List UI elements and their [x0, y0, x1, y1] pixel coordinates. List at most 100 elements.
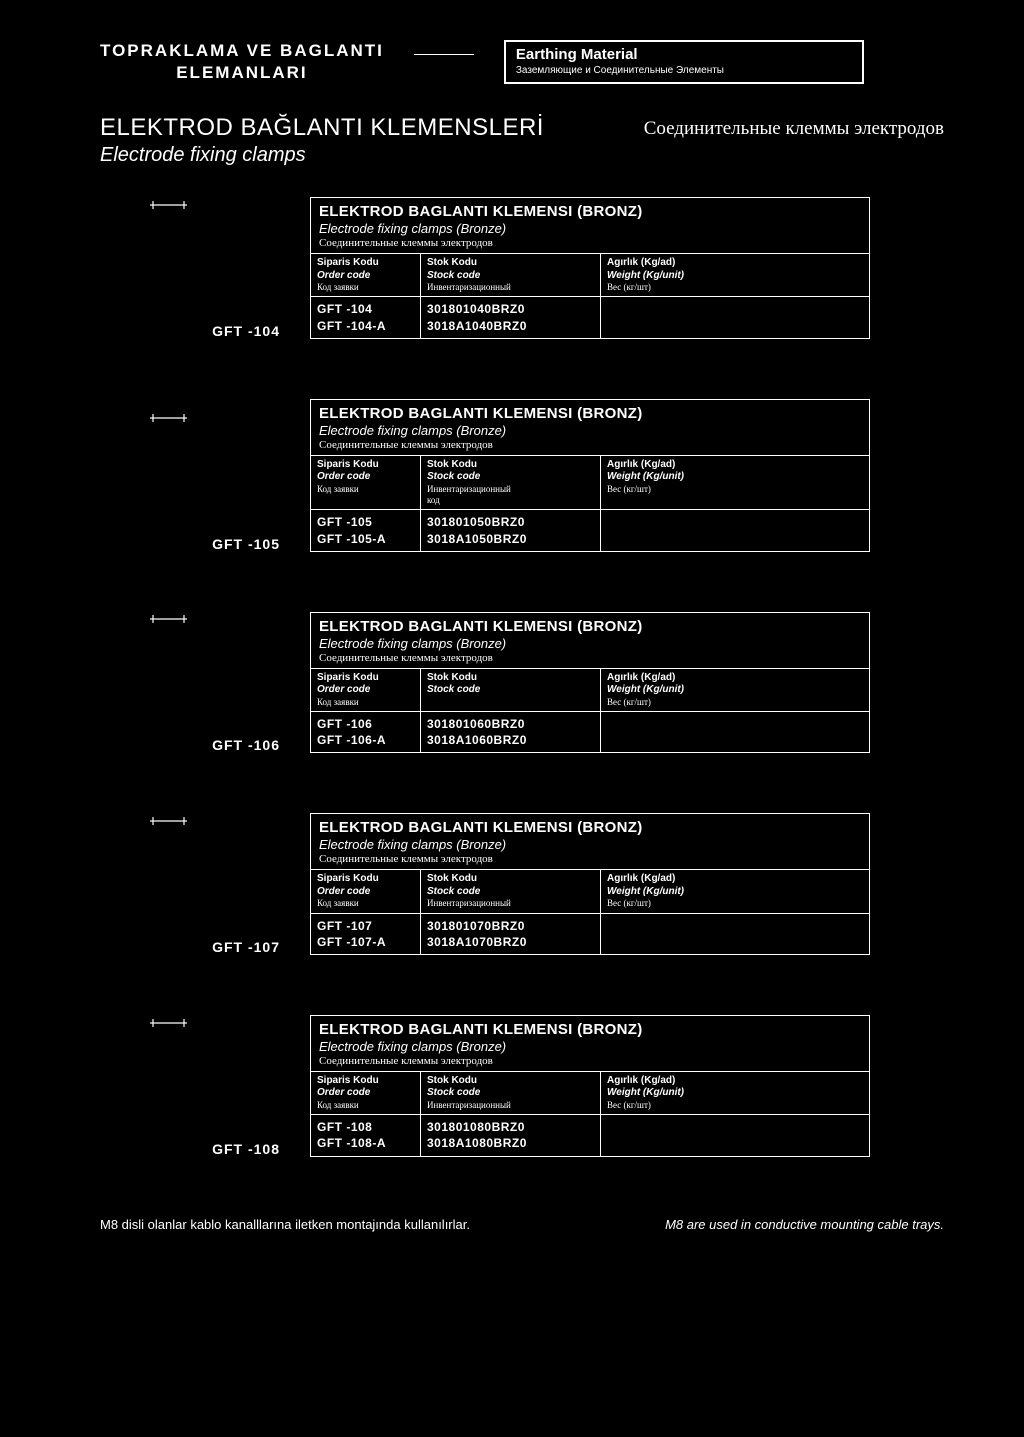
col-stock-en: Stock code — [427, 471, 594, 484]
col-weight-ru: Вес (кг/шт) — [607, 697, 863, 708]
col-order: Siparis Kodu Order code Код заявки — [311, 254, 421, 296]
col-weight: Agırlık (Kg/ad) Weight (Kg/unit) Вес (кг… — [601, 254, 869, 296]
data-stock: 301801070BRZ03018A1070BRZ0 — [421, 914, 601, 954]
clamp-icon — [150, 199, 190, 225]
col-stock-en: Stock code — [427, 270, 594, 283]
col-weight-tr: Agırlık (Kg/ad) — [607, 1075, 863, 1088]
col-stock: Stok Kodu Stock code Инвентаризационный — [421, 1072, 601, 1114]
col-weight-tr: Agırlık (Kg/ad) — [607, 873, 863, 886]
col-weight-tr: Agırlık (Kg/ad) — [607, 672, 863, 685]
col-weight-en: Weight (Kg/unit) — [607, 270, 863, 283]
page-title-left: ELEKTROD BAĞLANTI KLEMENSLERİ Electrode … — [100, 114, 544, 167]
spec-title-tr: ELEKTROD BAGLANTI KLEMENSI (BRONZ) — [319, 1021, 861, 1038]
col-order-en: Order code — [317, 270, 414, 283]
data-stock: 301801050BRZ03018A1050BRZ0 — [421, 510, 601, 550]
col-order-tr: Siparis Kodu — [317, 672, 414, 685]
spec-data-row: GFT -104GFT -104-A 301801040BRZ03018A104… — [311, 296, 869, 337]
col-stock: Stok Kodu Stock code — [421, 669, 601, 711]
spec-table: ELEKTROD BAGLANTI KLEMENSI (BRONZ) Elect… — [310, 399, 870, 552]
product-figure: GFT -106 — [100, 613, 290, 753]
data-weight — [601, 914, 869, 954]
col-order-ru: Код заявки — [317, 282, 414, 293]
spec-table: ELEKTROD BAGLANTI KLEMENSI (BRONZ) Elect… — [310, 197, 870, 339]
data-order: GFT -105GFT -105-A — [311, 510, 421, 550]
col-order-ru: Код заявки — [317, 898, 414, 909]
col-weight: Agırlık (Kg/ad) Weight (Kg/unit) Вес (кг… — [601, 669, 869, 711]
spec-header-row: Siparis Kodu Order code Код заявки Stok … — [311, 455, 869, 510]
spec-data-row: GFT -108GFT -108-A 301801080BRZ03018A108… — [311, 1114, 869, 1155]
product-label: GFT -106 — [212, 737, 280, 753]
product-label: GFT -108 — [212, 1141, 280, 1157]
col-stock-tr: Stok Kodu — [427, 873, 594, 886]
header-category-ru: Заземляющие и Соединительные Элементы — [516, 65, 852, 76]
col-weight-ru: Вес (кг/шт) — [607, 282, 863, 293]
col-weight-tr: Agırlık (Kg/ad) — [607, 459, 863, 472]
col-order-en: Order code — [317, 1087, 414, 1100]
spec-title-tr: ELEKTROD BAGLANTI KLEMENSI (BRONZ) — [319, 618, 861, 635]
spec-title-area: ELEKTROD BAGLANTI KLEMENSI (BRONZ) Elect… — [311, 1016, 869, 1071]
col-stock-tr: Stok Kodu — [427, 1075, 594, 1088]
data-weight — [601, 1115, 869, 1155]
spec-data-row: GFT -106GFT -106-A 301801060BRZ03018A106… — [311, 711, 869, 752]
product-block: GFT -106 ELEKTROD BAGLANTI KLEMENSI (BRO… — [100, 612, 944, 754]
col-weight: Agırlık (Kg/ad) Weight (Kg/unit) Вес (кг… — [601, 1072, 869, 1114]
spec-title-tr: ELEKTROD BAGLANTI KLEMENSI (BRONZ) — [319, 405, 861, 422]
col-order-tr: Siparis Kodu — [317, 459, 414, 472]
spec-header-row: Siparis Kodu Order code Код заявки Stok … — [311, 1071, 869, 1114]
col-weight-ru: Вес (кг/шт) — [607, 898, 863, 909]
col-weight-tr: Agırlık (Kg/ad) — [607, 257, 863, 270]
col-weight: Agırlık (Kg/ad) Weight (Kg/unit) Вес (кг… — [601, 870, 869, 912]
spec-title-ru: Соединительные клеммы электродов — [319, 237, 861, 249]
col-weight-ru: Вес (кг/шт) — [607, 484, 863, 495]
header-divider — [414, 54, 474, 55]
col-weight-en: Weight (Kg/unit) — [607, 1087, 863, 1100]
col-weight-ru: Вес (кг/шт) — [607, 1100, 863, 1111]
col-order-tr: Siparis Kodu — [317, 873, 414, 886]
page-header: TOPRAKLAMA VE BAGLANTI ELEMANLARI Earthi… — [100, 40, 944, 84]
spec-title-area: ELEKTROD BAGLANTI KLEMENSI (BRONZ) Elect… — [311, 198, 869, 253]
col-stock-tr: Stok Kodu — [427, 257, 594, 270]
col-stock-tr: Stok Kodu — [427, 672, 594, 685]
product-block: GFT -108 ELEKTROD BAGLANTI KLEMENSI (BRO… — [100, 1015, 944, 1157]
col-order: Siparis Kodu Order code Код заявки — [311, 669, 421, 711]
col-stock: Stok Kodu Stock code Инвентаризационный — [421, 254, 601, 296]
header-line1: TOPRAKLAMA VE BAGLANTI — [100, 40, 384, 62]
clamp-icon — [150, 613, 190, 639]
data-stock: 301801040BRZ03018A1040BRZ0 — [421, 297, 601, 337]
spec-title-en: Electrode fixing clamps (Bronze) — [319, 423, 861, 438]
spec-title-tr: ELEKTROD BAGLANTI KLEMENSI (BRONZ) — [319, 203, 861, 220]
page-title-row: ELEKTROD BAĞLANTI KLEMENSLERİ Electrode … — [100, 114, 944, 167]
spec-header-row: Siparis Kodu Order code Код заявки Stok … — [311, 869, 869, 912]
col-stock-en: Stock code — [427, 684, 594, 697]
spec-title-en: Electrode fixing clamps (Bronze) — [319, 837, 861, 852]
col-order-ru: Код заявки — [317, 697, 414, 708]
product-label: GFT -105 — [212, 536, 280, 552]
spec-title-area: ELEKTROD BAGLANTI KLEMENSI (BRONZ) Elect… — [311, 613, 869, 668]
col-order: Siparis Kodu Order code Код заявки — [311, 1072, 421, 1114]
col-stock-en: Stock code — [427, 886, 594, 899]
col-stock-ru2: код — [427, 495, 594, 506]
footer-note-tr: M8 disli olanlar kablo kanalllarına ilet… — [100, 1217, 470, 1232]
spec-header-row: Siparis Kodu Order code Код заявки Stok … — [311, 668, 869, 711]
spec-title-tr: ELEKTROD BAGLANTI KLEMENSI (BRONZ) — [319, 819, 861, 836]
spec-title-ru: Соединительные клеммы электродов — [319, 439, 861, 451]
data-order: GFT -108GFT -108-A — [311, 1115, 421, 1155]
header-category-box: Earthing Material Заземляющие и Соединит… — [504, 40, 864, 84]
spec-data-row: GFT -107GFT -107-A 301801070BRZ03018A107… — [311, 913, 869, 954]
col-stock-ru: Инвентаризационный — [427, 282, 594, 293]
page-title-tr: ELEKTROD BAĞLANTI KLEMENSLERİ — [100, 114, 544, 142]
product-block: GFT -105 ELEKTROD BAGLANTI KLEMENSI (BRO… — [100, 399, 944, 552]
col-stock: Stok Kodu Stock code Инвентаризационныйк… — [421, 456, 601, 510]
spec-table: ELEKTROD BAGLANTI KLEMENSI (BRONZ) Elect… — [310, 813, 870, 955]
col-stock-en: Stock code — [427, 1087, 594, 1100]
spec-title-ru: Соединительные клеммы электродов — [319, 853, 861, 865]
data-order: GFT -106GFT -106-A — [311, 712, 421, 752]
col-order-ru: Код заявки — [317, 1100, 414, 1111]
col-stock-ru: Инвентаризационный — [427, 484, 594, 495]
spec-title-en: Electrode fixing clamps (Bronze) — [319, 221, 861, 236]
col-weight: Agırlık (Kg/ad) Weight (Kg/unit) Вес (кг… — [601, 456, 869, 510]
header-category-tr: TOPRAKLAMA VE BAGLANTI ELEMANLARI — [100, 40, 384, 84]
footer-note: M8 disli olanlar kablo kanalllarına ilet… — [100, 1217, 944, 1232]
product-block: GFT -107 ELEKTROD BAGLANTI KLEMENSI (BRO… — [100, 813, 944, 955]
product-figure: GFT -107 — [100, 815, 290, 955]
